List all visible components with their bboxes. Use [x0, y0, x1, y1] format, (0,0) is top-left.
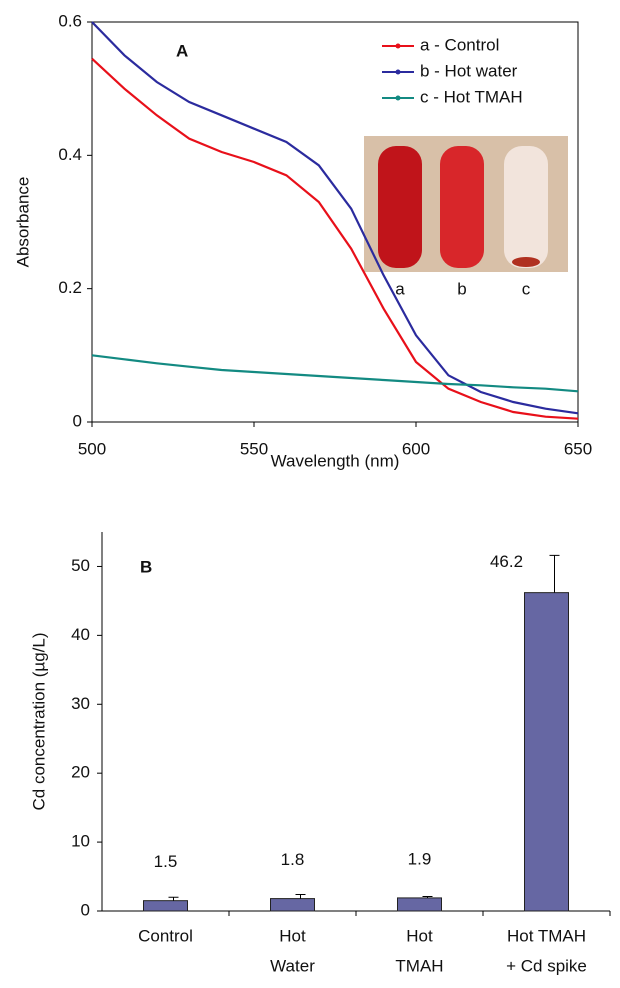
- bar: [270, 898, 315, 912]
- y-axis-label: Absorbance: [13, 177, 32, 268]
- data-label: 1.8: [281, 850, 305, 869]
- tube-c-sediment: [512, 257, 540, 267]
- y-tick-label: 0: [73, 411, 82, 430]
- y-tick-label: 0.2: [58, 278, 82, 297]
- legend-label: a - Control: [420, 35, 499, 54]
- error-bar: [422, 896, 433, 898]
- inset-label: a: [395, 279, 405, 298]
- error-bar: [295, 893, 306, 899]
- x-tick-label: 550: [240, 439, 268, 458]
- data-label: 1.5: [154, 852, 178, 871]
- y-tick-label: 40: [71, 625, 90, 644]
- x-tick-label: Hot: [279, 926, 306, 945]
- error-bar: [549, 554, 560, 593]
- x-tick-label: TMAH: [395, 956, 443, 975]
- y-axis-label: Cd concentration (µg/L): [29, 633, 48, 811]
- x-tick-label: Control: [138, 926, 193, 945]
- legend-label: c - Hot TMAH: [420, 87, 523, 106]
- legend-marker: [395, 95, 401, 101]
- error-bar: [168, 896, 179, 901]
- legend-marker: [395, 43, 401, 49]
- series-line: [91, 354, 579, 393]
- x-tick-label: 650: [564, 439, 592, 458]
- tube-a: [378, 146, 422, 268]
- data-label: 46.2: [490, 552, 523, 571]
- y-tick-label: 30: [71, 694, 90, 713]
- bar: [143, 900, 188, 912]
- y-tick-label: 50: [71, 556, 90, 575]
- x-tick-label: Hot TMAH: [507, 926, 586, 945]
- legend-label: b - Hot water: [420, 61, 518, 80]
- x-tick-label: + Cd spike: [506, 956, 587, 975]
- y-tick-label: 10: [71, 832, 90, 851]
- y-tick-label: 0.6: [58, 11, 82, 30]
- plot-frame: [91, 21, 579, 423]
- tube-c: [504, 146, 548, 268]
- inset-label: c: [522, 279, 531, 298]
- x-tick-label: 600: [402, 439, 430, 458]
- y-tick-label: 0.4: [58, 145, 82, 164]
- series-line: [91, 57, 579, 420]
- inset-label: b: [457, 279, 466, 298]
- y-tick-label: 20: [71, 763, 90, 782]
- x-tick-label: Hot: [406, 926, 433, 945]
- inset-photo: [364, 136, 568, 272]
- bar: [524, 592, 569, 912]
- panel-label: B: [140, 557, 152, 576]
- y-tick-label: 0: [81, 900, 90, 919]
- tube-b: [440, 146, 484, 268]
- legend-marker: [395, 69, 401, 75]
- bar: [397, 897, 442, 912]
- x-axis-label: Wavelength (nm): [271, 451, 400, 470]
- series-line: [91, 21, 579, 415]
- panel-label: A: [176, 41, 188, 60]
- x-tick-label: Water: [270, 956, 315, 975]
- x-tick-label: 500: [78, 439, 106, 458]
- data-label: 1.9: [408, 849, 432, 868]
